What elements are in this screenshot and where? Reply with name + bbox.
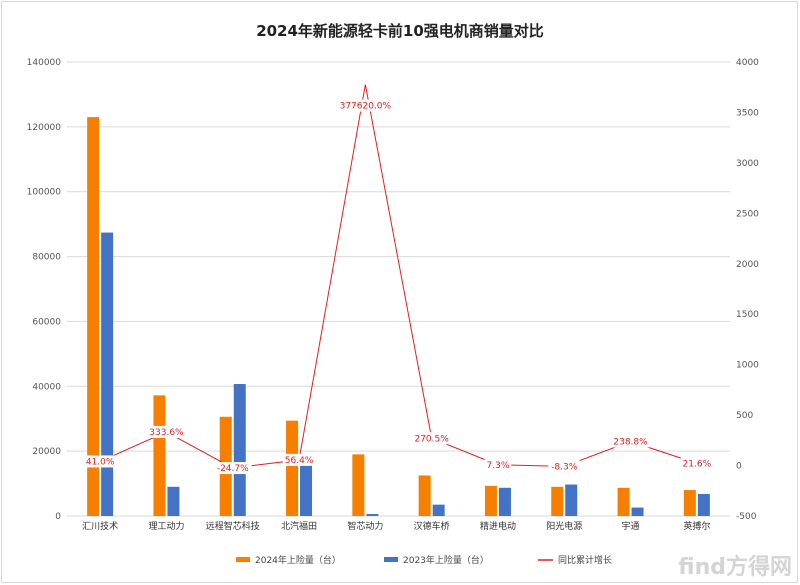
data-label: 56.4% [285, 456, 314, 466]
watermark-logo: find方得网 [678, 555, 792, 580]
bar [697, 493, 710, 516]
bar [418, 475, 431, 516]
x-tick-label: 汉德车桥 [414, 520, 450, 532]
bar [153, 395, 166, 516]
data-label-bg [147, 425, 186, 438]
data-label-bg [484, 458, 512, 471]
x-tick-label: 阳光电源 [546, 520, 582, 532]
bar [286, 420, 299, 516]
bar [617, 487, 630, 516]
x-tick-label: 北汽福田 [281, 520, 317, 532]
bar [101, 232, 114, 516]
data-label: 333.6% [149, 428, 184, 438]
data-label-bg [611, 435, 650, 448]
right-tick-label: 3000 [736, 159, 759, 169]
data-label-bg [84, 455, 117, 468]
right-tick-label: 500 [736, 411, 753, 421]
bar [87, 117, 100, 516]
bar [683, 490, 696, 516]
data-label: 238.8% [613, 437, 648, 447]
data-label-bg [548, 460, 581, 473]
data-label-bg [412, 432, 451, 445]
chart-title: 2024年新能源轻卡前10强电机商销量对比 [256, 22, 544, 40]
left-axis: 0 20000 40000 60000 80000 100000 120000 140000 [27, 58, 62, 522]
right-tick-label: 0 [736, 462, 742, 472]
right-tick-label: 1000 [736, 361, 759, 371]
legend-label-2023: 2023年上险量（台） [403, 554, 489, 566]
data-label: -8.3% [551, 462, 578, 472]
bars [87, 117, 710, 516]
left-tick-label: 80000 [32, 253, 61, 263]
data-label-bg [338, 99, 393, 112]
bar [352, 454, 365, 516]
left-tick-label: 140000 [27, 58, 62, 68]
gridlines [67, 61, 730, 517]
bar [484, 485, 497, 516]
left-tick-label: 60000 [32, 317, 61, 327]
right-tick-label: 2000 [736, 260, 759, 270]
left-tick-label: 20000 [32, 447, 61, 457]
right-axis: -500 0 500 1000 1500 2000 2500 3000 3500 4000 [736, 58, 759, 522]
data-label: 41.0% [86, 457, 115, 467]
x-tick-label: 理工动力 [148, 520, 184, 532]
data-label: 7.3% [487, 461, 510, 471]
x-tick-label: 智芯动力 [347, 520, 383, 532]
x-tick-label: 汇川技术 [82, 520, 118, 532]
bar [498, 487, 511, 516]
bar [631, 507, 644, 516]
x-tick-label: 精进电动 [480, 520, 516, 532]
x-tick-label: 英搏尔 [683, 520, 710, 532]
left-tick-label: 40000 [32, 382, 61, 392]
bar [233, 384, 246, 516]
x-axis-labels: 汇川技术 理工动力 远程智芯科技 北汽福田 智芯动力 汉德车桥 精进电动 阳光电源 宇通 英搏尔 [82, 520, 710, 532]
right-tick-label: 1500 [736, 310, 759, 320]
bar [366, 514, 379, 516]
x-tick-label: 远程智芯科技 [206, 520, 260, 532]
data-label: 21.6% [683, 459, 712, 469]
left-tick-label: 0 [55, 512, 61, 522]
data-label-bg [680, 457, 713, 470]
legend-swatch-2024 [236, 557, 250, 562]
legend-label-2024: 2024年上险量（台） [255, 554, 341, 566]
left-tick-label: 120000 [27, 123, 62, 133]
data-label-bg [283, 453, 316, 466]
right-tick-label: 3500 [736, 108, 759, 118]
legend: 2024年上险量（台） 2023年上险量（台） 同比累计增长 [236, 554, 612, 566]
x-tick-label: 宇通 [622, 520, 640, 532]
data-label: 270.5% [414, 434, 449, 444]
legend-label-growth: 同比累计增长 [558, 554, 612, 566]
data-label: 377620.0% [340, 102, 392, 112]
right-tick-label: -500 [736, 512, 757, 522]
bar [551, 486, 564, 516]
right-tick-label: 4000 [736, 58, 759, 68]
bar [167, 486, 180, 516]
left-tick-label: 100000 [27, 188, 62, 198]
growth-line: 41.0% 333.6% -24.7% 56.4% 377620.0% 270.5% 7.3… [84, 84, 713, 475]
growth-line-path [99, 84, 698, 469]
data-label-bg [213, 462, 252, 475]
data-label: -24.7% [217, 464, 249, 474]
right-tick-label: 2500 [736, 209, 759, 219]
bar [565, 484, 578, 516]
legend-swatch-2023 [384, 557, 398, 562]
bar [432, 504, 445, 516]
bar [300, 455, 313, 516]
